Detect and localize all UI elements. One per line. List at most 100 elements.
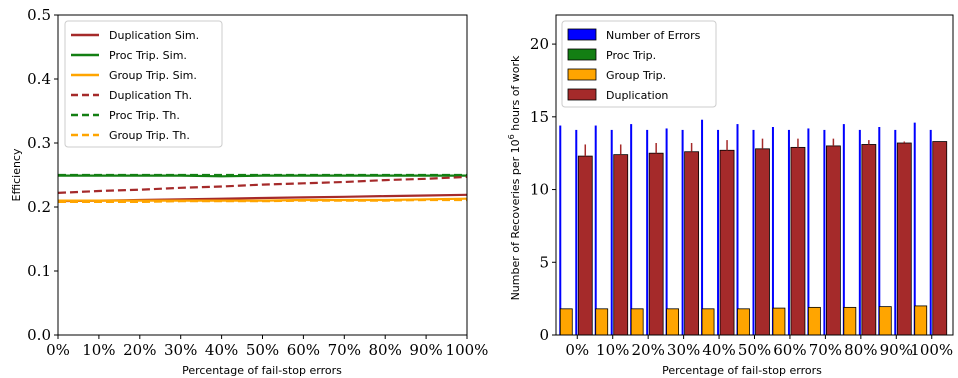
right-x-axis-label: Percentage of fail-stop errors bbox=[662, 364, 822, 377]
bar-errors bbox=[701, 119, 704, 336]
bar-errors bbox=[736, 124, 739, 335]
legend-label: Duplication Th. bbox=[109, 89, 192, 102]
x-tick-label: 50% bbox=[246, 341, 279, 359]
x-tick-label: 100% bbox=[910, 341, 953, 359]
x-tick-label: 0% bbox=[46, 341, 70, 359]
bar-group-trip bbox=[737, 308, 750, 336]
bar-duplication bbox=[577, 155, 593, 336]
bar-group-trip bbox=[843, 306, 857, 336]
series-line-5 bbox=[58, 198, 467, 203]
bar-errors bbox=[646, 129, 649, 335]
bar-duplication bbox=[648, 152, 664, 336]
bar-duplication bbox=[613, 154, 629, 336]
bar-errors bbox=[842, 124, 845, 335]
bar-errors bbox=[771, 127, 774, 335]
x-tick-label: 60% bbox=[773, 341, 806, 359]
x-tick-label: 80% bbox=[844, 341, 877, 359]
y-tick-label: 0.4 bbox=[27, 70, 51, 88]
y-tick-label: 0.5 bbox=[27, 6, 51, 24]
bar-errors bbox=[752, 129, 755, 335]
right-y-axis-label-suffix: hours of work bbox=[509, 55, 522, 134]
bar-errors bbox=[717, 129, 720, 335]
bar-errors bbox=[823, 129, 826, 335]
x-tick-label: 10% bbox=[82, 341, 115, 359]
y-tick-label: 15 bbox=[530, 108, 549, 126]
bar-errors bbox=[681, 129, 684, 335]
bar-duplication bbox=[755, 148, 770, 336]
bar-errors bbox=[878, 127, 881, 335]
bar-errors bbox=[929, 129, 932, 335]
legend-label: Proc Trip. bbox=[606, 49, 656, 62]
x-tick-label: 80% bbox=[369, 341, 402, 359]
x-tick-label: 100% bbox=[446, 341, 489, 359]
x-tick-label: 90% bbox=[880, 341, 913, 359]
x-tick-label: 30% bbox=[667, 341, 700, 359]
bar-group-trip bbox=[878, 306, 892, 336]
y-tick-label: 0.2 bbox=[27, 198, 51, 216]
legend-label: Number of Errors bbox=[606, 29, 701, 42]
bar-group-trip bbox=[630, 308, 644, 336]
right-y-axis-label-exponent: 6 bbox=[507, 134, 516, 139]
legend-swatch bbox=[567, 48, 597, 61]
legend-label: Group Trip. Sim. bbox=[109, 69, 197, 82]
legend-label: Duplication Sim. bbox=[109, 29, 199, 42]
bar-duplication bbox=[932, 141, 948, 336]
x-tick-label: 60% bbox=[287, 341, 320, 359]
y-tick-label: 0.0 bbox=[27, 326, 51, 344]
bar-group-trip bbox=[595, 308, 609, 336]
bar-errors bbox=[665, 128, 668, 335]
bar-duplication bbox=[790, 146, 806, 336]
legend-label: Proc Trip. Th. bbox=[109, 109, 180, 122]
legend-swatch bbox=[567, 88, 597, 101]
bar-group-trip bbox=[701, 308, 715, 336]
bar-group-trip bbox=[666, 308, 680, 336]
bar-errors bbox=[787, 129, 790, 335]
bar-errors bbox=[913, 122, 916, 336]
legend-label: Group Trip. bbox=[606, 69, 666, 82]
bar-errors bbox=[594, 125, 597, 335]
bar-errors bbox=[858, 129, 861, 335]
bar-duplication bbox=[825, 145, 841, 336]
legend-label: Duplication bbox=[606, 89, 668, 102]
bar-duplication bbox=[719, 149, 735, 336]
bar-duplication bbox=[684, 151, 700, 336]
x-tick-label: 0% bbox=[565, 341, 589, 359]
left-x-axis-label: Percentage of fail-stop errors bbox=[182, 364, 342, 377]
y-tick-label: 5 bbox=[539, 253, 549, 271]
legend-label: Group Trip. Th. bbox=[109, 129, 190, 142]
x-tick-label: 90% bbox=[409, 341, 442, 359]
left-legend bbox=[64, 20, 223, 148]
x-tick-label: 70% bbox=[809, 341, 842, 359]
left-plot: 0.0 0.1 0.2 0.3 0.4 0.5 0% 10% 20% 30% 40% 50% 60% 70… bbox=[27, 6, 488, 359]
x-tick-label: 40% bbox=[205, 341, 238, 359]
bar-errors bbox=[610, 129, 613, 335]
legend-swatch bbox=[567, 28, 597, 41]
x-tick-label: 40% bbox=[702, 341, 735, 359]
y-tick-label: 10 bbox=[530, 181, 549, 199]
y-tick-label: 0.1 bbox=[27, 262, 51, 280]
series-line-3 bbox=[57, 175, 468, 194]
bar-errors bbox=[630, 124, 633, 335]
bar-group-trip bbox=[772, 307, 786, 336]
x-tick-label: 30% bbox=[164, 341, 197, 359]
x-tick-label: 50% bbox=[738, 341, 771, 359]
right-plot-frame bbox=[555, 14, 954, 336]
y-tick-label: 0.3 bbox=[27, 134, 51, 152]
left-y-axis-label: Efficiency bbox=[10, 148, 23, 201]
legend-label: Proc Trip. Sim. bbox=[109, 49, 187, 62]
x-tick-label: 20% bbox=[123, 341, 156, 359]
bar-errors bbox=[894, 129, 897, 335]
bar-group-trip bbox=[807, 306, 821, 336]
x-tick-label: 20% bbox=[631, 341, 664, 359]
right-y-axis-label: Number of Recoveries per 106 hours of wo… bbox=[507, 55, 522, 300]
bar-errors bbox=[559, 125, 562, 335]
x-tick-label: 10% bbox=[596, 341, 629, 359]
y-tick-label: 20 bbox=[530, 35, 549, 53]
bar-duplication bbox=[896, 142, 912, 336]
bar-errors bbox=[807, 128, 810, 335]
legend-swatch bbox=[567, 68, 597, 81]
x-tick-label: 70% bbox=[328, 341, 361, 359]
bar-errors bbox=[575, 129, 578, 335]
right-plot: 0% 10% 20% 30% 40% 50% 60% 70% 80% 90%100% 0 5 10 15 2… bbox=[530, 14, 954, 359]
